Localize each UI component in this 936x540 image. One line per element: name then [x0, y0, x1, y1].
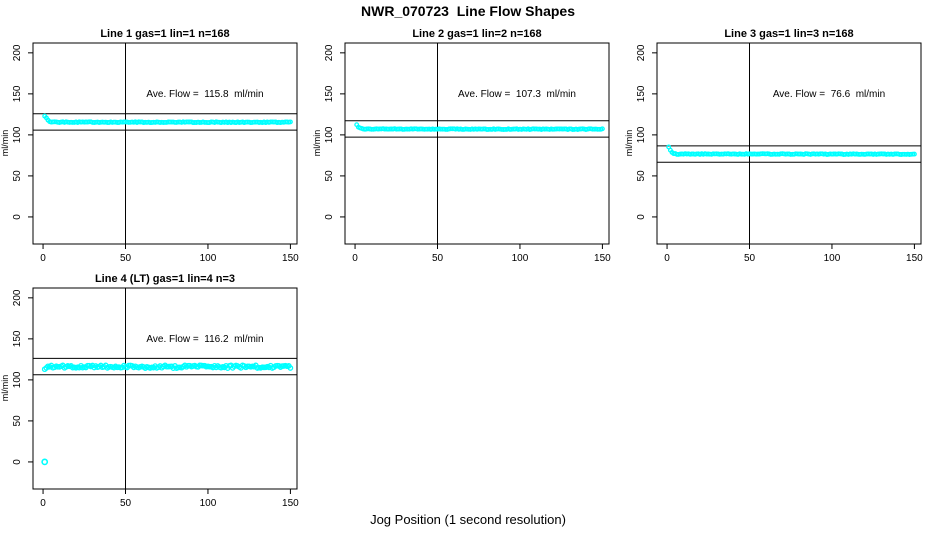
y-tick-label: 100 [12, 126, 23, 143]
plot-box [32, 287, 298, 490]
outlier-point [41, 458, 49, 466]
y-tick-label: 150 [324, 85, 335, 102]
data-point [287, 365, 294, 371]
x-tick-label: 50 [120, 253, 132, 264]
x-tick-label: 50 [432, 253, 444, 264]
plot-box [32, 42, 298, 245]
x-tick-label: 150 [282, 498, 299, 509]
y-axis-label: ml/min [624, 130, 634, 157]
x-tick-label: 150 [282, 253, 299, 264]
x-tick-label: 0 [40, 253, 46, 264]
y-tick-label: 100 [12, 371, 23, 388]
x-tick-label: 100 [200, 253, 217, 264]
y-tick-label: 150 [636, 85, 647, 102]
data-point [599, 126, 605, 132]
data-series [41, 362, 294, 466]
x-tick-label: 0 [664, 253, 670, 264]
y-tick-label: 200 [636, 44, 647, 61]
y-tick-label: 200 [324, 44, 335, 61]
ave-flow-annotation: Ave. Flow = 116.2 ml/min [146, 334, 263, 345]
y-tick-label: 0 [636, 214, 647, 220]
line-3-plot: Line 3 gas=1 lin=3 n=168 Ave. Flow = 76.… [624, 28, 923, 264]
y-axis-label: ml/min [0, 375, 10, 402]
x-tick-label: 100 [824, 253, 841, 264]
x-tick-label: 0 [352, 253, 358, 264]
panel-title: Line 1 gas=1 lin=1 n=168 [100, 28, 229, 40]
y-tick-label: 50 [12, 415, 23, 427]
y-tick-label: 0 [12, 459, 23, 465]
y-tick-label: 50 [636, 170, 647, 182]
y-axis-label: ml/min [0, 130, 10, 157]
y-tick-label: 100 [324, 126, 335, 143]
data-series [42, 113, 293, 126]
panel-line-4: Line 4 (LT) gas=1 lin=4 n=3 Ave. Flow = … [0, 266, 312, 514]
panel-title: Line 3 gas=1 lin=3 n=168 [724, 28, 853, 40]
x-tick-label: 50 [120, 498, 132, 509]
panel-line-3: Line 3 gas=1 lin=3 n=168 Ave. Flow = 76.… [624, 21, 936, 269]
x-tick-label: 150 [594, 253, 611, 264]
data-point [287, 119, 293, 125]
plot-area: 0 50 100 150 0 50 100 150 200 [12, 42, 299, 264]
plot-box [656, 42, 922, 245]
ave-flow-annotation: Ave. Flow = 115.8 ml/min [146, 89, 263, 100]
line-1-plot: Line 1 gas=1 lin=1 n=168 Ave. Flow = 115… [0, 28, 299, 264]
x-tick-label: 100 [200, 498, 217, 509]
y-tick-label: 100 [636, 126, 647, 143]
y-tick-label: 0 [324, 214, 335, 220]
y-tick-label: 0 [12, 214, 23, 220]
y-tick-label: 200 [12, 44, 23, 61]
y-tick-label: 150 [12, 330, 23, 347]
ave-flow-annotation: Ave. Flow = 107.3 ml/min [458, 89, 576, 100]
data-point [911, 151, 917, 157]
line-4-plot: Line 4 (LT) gas=1 lin=4 n=3 Ave. Flow = … [0, 273, 299, 509]
panel-line-1: Line 1 gas=1 lin=1 n=168 Ave. Flow = 115… [0, 21, 312, 269]
x-tick-label: 50 [744, 253, 756, 264]
x-tick-label: 100 [512, 253, 529, 264]
y-tick-label: 50 [324, 170, 335, 182]
plot-box [344, 42, 610, 245]
data-series [354, 122, 605, 132]
y-tick-label: 50 [12, 170, 23, 182]
data-series [666, 144, 917, 157]
plot-area: 0 50 100 150 0 50 100 150 200 [12, 287, 299, 509]
panel-title: Line 2 gas=1 lin=2 n=168 [412, 28, 541, 40]
line-2-plot: Line 2 gas=1 lin=2 n=168 Ave. Flow = 107… [312, 28, 611, 264]
x-axis-label: Jog Position (1 second resolution) [370, 512, 566, 527]
plot-area: 0 50 100 150 0 50 100 150 200 [324, 42, 611, 264]
ave-flow-annotation: Ave. Flow = 76.6 ml/min [773, 89, 885, 100]
panel-title: Line 4 (LT) gas=1 lin=4 n=3 [95, 273, 235, 285]
y-tick-label: 200 [12, 289, 23, 306]
x-tick-label: 0 [40, 498, 46, 509]
y-axis-label: ml/min [312, 130, 322, 157]
panel-line-2: Line 2 gas=1 lin=2 n=168 Ave. Flow = 107… [312, 21, 624, 269]
main-title: NWR_070723 Line Flow Shapes [361, 3, 575, 19]
x-tick-label: 150 [906, 253, 923, 264]
plot-area: 0 50 100 150 0 50 100 150 200 [636, 42, 923, 264]
y-tick-label: 150 [12, 85, 23, 102]
